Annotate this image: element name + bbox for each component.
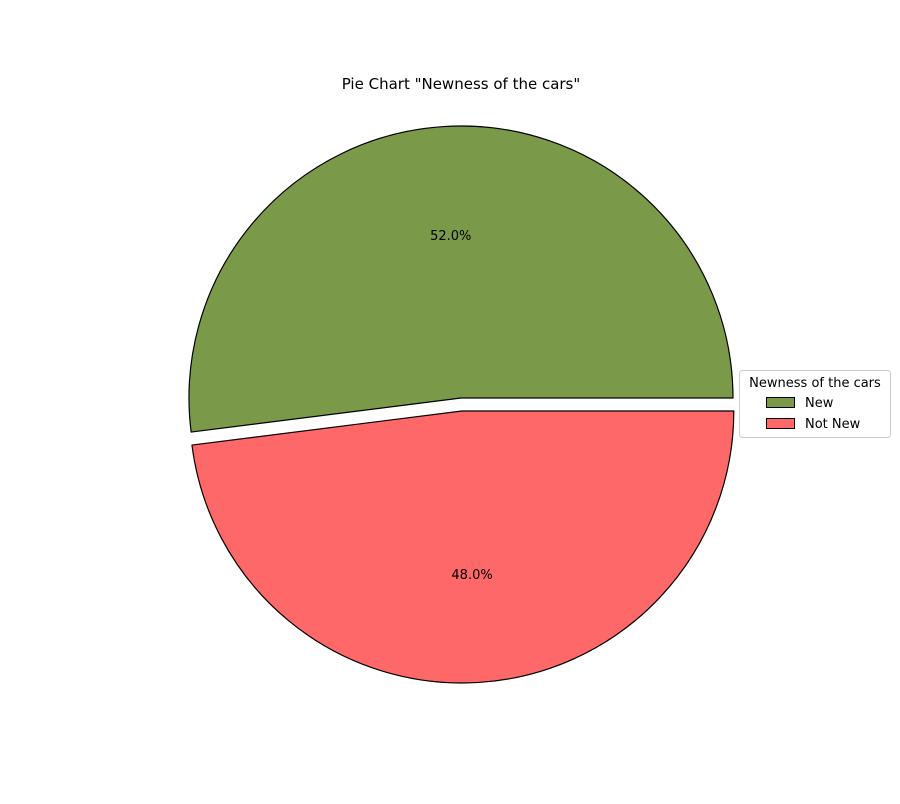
legend-swatch-new [766,397,795,408]
legend-item-new: New [766,396,834,411]
legend-label-new: New [805,396,834,411]
chart-title: Pie Chart "Newness of the cars" [342,75,581,93]
pie-label-not-new: 48.0% [451,568,492,583]
legend-label-not-new: Not New [805,417,861,432]
legend-swatch-not-new [766,418,795,429]
legend-entries: New Not New [766,396,861,432]
pie-percent-labels: 52.0% 48.0% [430,229,493,583]
legend-item-not-new: Not New [766,417,861,432]
legend: Newness of the cars New Not New [739,370,891,438]
pie-label-new: 52.0% [430,229,471,244]
legend-title: Newness of the cars [749,376,881,391]
pie-slices [188,125,735,684]
pie-slice-not-new [191,410,735,684]
pie-slice-new [188,125,734,433]
